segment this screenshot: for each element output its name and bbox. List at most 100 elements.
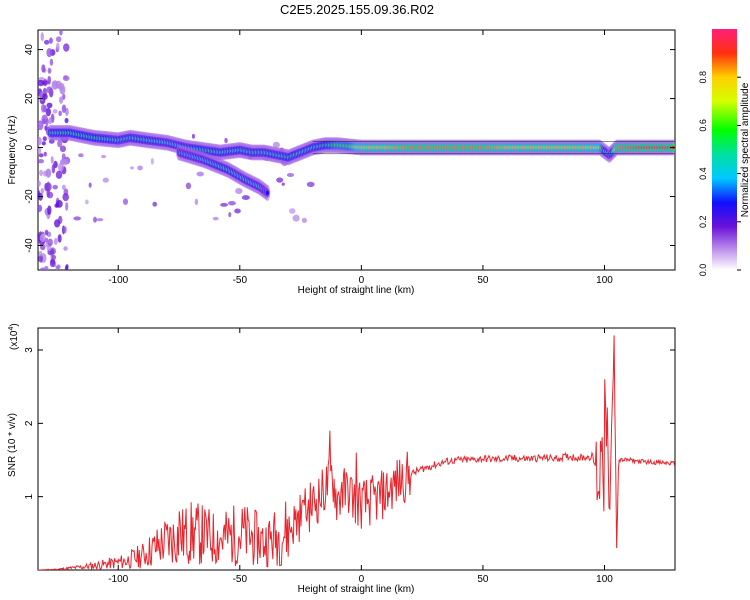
- heatmap-speckle: [41, 141, 46, 146]
- heatmap-speckle: [41, 64, 46, 73]
- y-tick-label: 40: [24, 44, 35, 56]
- heatmap-speckle: [194, 198, 199, 206]
- x-tick-label: -50: [233, 275, 248, 286]
- y-tick-label: 2: [24, 420, 35, 426]
- heatmap-speckle: [234, 208, 241, 214]
- spectrogram-y-axis-label: Frequency (Hz): [7, 116, 18, 185]
- heatmap-speckle: [58, 162, 64, 172]
- snr-y-multiplier: (x104): [8, 323, 20, 350]
- x-tick-label: -100: [108, 275, 128, 286]
- heatmap-speckle: [38, 120, 44, 131]
- snr-y-axis-label: SNR (10 * v/v): [7, 413, 18, 477]
- heatmap-speckle: [58, 110, 62, 116]
- heatmap-core: [265, 190, 269, 195]
- heatmap-speckle: [85, 199, 89, 205]
- heatmap-speckle: [102, 177, 109, 183]
- heatmap-speckle: [38, 180, 41, 187]
- snr-panel: -100 -50 0 50 100 1 2 3 Height of straight lin…: [7, 323, 676, 595]
- heatmap-speckle: [59, 96, 64, 104]
- heatmap-speckle: [62, 75, 70, 81]
- y-tick-label: 1: [24, 493, 35, 499]
- heatmap-speckle: [44, 237, 49, 243]
- heatmap-speckle: [55, 199, 63, 208]
- heatmap-speckle: [191, 133, 195, 139]
- heatmap-speckle: [61, 184, 66, 191]
- heatmap-speckle: [96, 218, 104, 222]
- heatmap-speckle: [272, 141, 280, 148]
- heatmap-speckle: [73, 216, 82, 221]
- heatmap-speckle: [38, 79, 45, 87]
- heatmap-left-speckle: [38, 30, 315, 270]
- heatmap-speckle: [54, 219, 61, 228]
- heatmap-speckle: [64, 264, 69, 270]
- heatmap-speckle: [61, 158, 69, 166]
- snr-y-multiplier-close: ): [9, 323, 20, 326]
- heatmap-speckle: [130, 166, 134, 170]
- heatmap-speckle: [44, 182, 52, 192]
- heatmap-speckle: [57, 139, 63, 148]
- colorbar-tick-label: 0.2: [698, 216, 708, 229]
- heatmap-speckle: [185, 182, 192, 190]
- heatmap-speckle: [42, 118, 46, 125]
- heatmap-speckle: [137, 165, 143, 171]
- heatmap-speckle: [55, 265, 59, 270]
- heatmap-speckle: [55, 170, 63, 179]
- heatmap-ridge-main: [47, 124, 675, 166]
- heatmap-speckle: [62, 193, 69, 202]
- heatmap-speckle: [51, 164, 56, 174]
- heatmap-speckle: [61, 104, 67, 113]
- colorbar-scale: [712, 29, 737, 270]
- heatmap-speckle: [42, 93, 48, 100]
- heatmap-speckle: [224, 137, 228, 144]
- heatmap-speckle: [50, 156, 54, 164]
- heatmap-speckle: [292, 214, 300, 222]
- heatmap-speckle: [46, 47, 53, 58]
- heatmap-speckle: [51, 254, 57, 260]
- heatmap-speckle: [45, 168, 52, 178]
- heatmap-speckle: [59, 30, 63, 36]
- heatmap-marks: [38, 30, 675, 270]
- snr-y-multiplier-base: (x10: [9, 330, 20, 350]
- heatmap-speckle: [301, 217, 307, 223]
- figure-title: C2E5.2025.155.09.36.R02: [280, 2, 434, 17]
- x-tick-label: 100: [596, 574, 613, 585]
- heatmap-speckle: [152, 201, 158, 207]
- heatmap-speckle: [44, 39, 50, 45]
- heatmap-speckle: [47, 238, 53, 247]
- heatmap-speckle: [48, 117, 53, 124]
- heatmap-speckle: [62, 226, 67, 234]
- spectrogram-x-ticks: -100 -50 0 50 100: [108, 30, 613, 286]
- heatmap-speckle: [288, 208, 296, 214]
- heatmap-speckle: [39, 169, 44, 176]
- heatmap-speckle: [62, 93, 66, 100]
- heatmap-speckle: [38, 147, 42, 155]
- colorbar-ticks: 0.0 0.2 0.4 0.6 0.8: [698, 71, 741, 276]
- colorbar-tick-label: 0.0: [698, 264, 708, 277]
- x-tick-label: -50: [233, 574, 248, 585]
- heatmap-speckle: [235, 188, 243, 195]
- y-tick-label: -20: [24, 189, 35, 204]
- heatmap-speckle: [88, 182, 92, 188]
- spectrogram-x-axis-label: Height of straight line (km): [298, 285, 415, 296]
- spectrogram-panel: -100 -50 0 50 100 -40 -20 0 20 40 Height of stra…: [7, 29, 676, 296]
- snr-x-axis-label: Height of straight line (km): [298, 584, 415, 595]
- heatmap-speckle: [47, 67, 52, 74]
- heatmap-speckle: [55, 42, 60, 52]
- snr-x-ticks: -100 -50 0 50 100: [108, 328, 613, 585]
- heatmap-speckle: [38, 136, 42, 146]
- heatmap-speckle: [52, 184, 58, 190]
- x-tick-label: -100: [108, 574, 128, 585]
- heatmap-speckle: [38, 250, 43, 257]
- y-tick-label: -40: [24, 238, 35, 253]
- heatmap-speckle: [53, 237, 58, 245]
- x-tick-label: 0: [359, 275, 365, 286]
- heatmap-speckle: [46, 191, 54, 199]
- heatmap-speckle: [38, 204, 43, 212]
- colorbar-tick-label: 0.4: [698, 167, 708, 180]
- heatmap-speckle: [286, 173, 295, 178]
- x-tick-label: 0: [359, 574, 365, 585]
- y-tick-label: 0: [24, 144, 35, 150]
- heatmap-speckle: [55, 36, 62, 43]
- heatmap-speckle: [38, 158, 45, 164]
